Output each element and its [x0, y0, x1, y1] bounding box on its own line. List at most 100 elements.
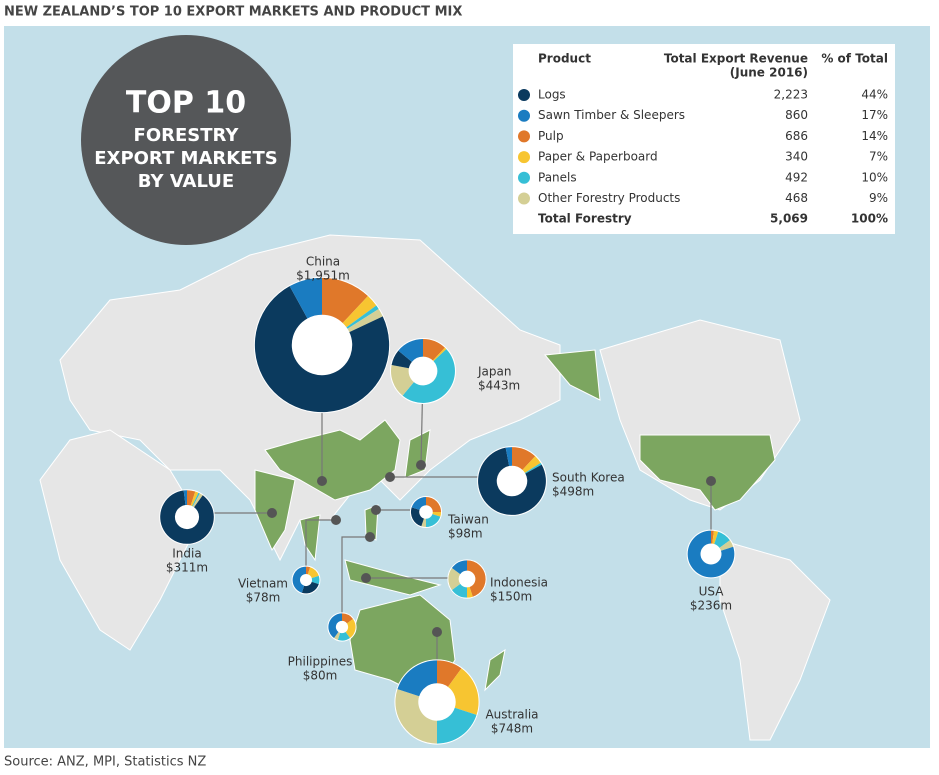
connector — [341, 536, 370, 627]
badge-line: EXPORT MARKETS — [94, 148, 277, 169]
donut-segment — [397, 660, 437, 697]
donut-segment — [712, 530, 719, 545]
share: 10% — [861, 170, 888, 184]
connector-dot — [371, 505, 381, 515]
donut-segment — [687, 530, 735, 578]
total-share: 100% — [851, 212, 888, 226]
market-name: Japan — [477, 365, 511, 379]
revenue: 492 — [785, 170, 808, 184]
connector-dot — [706, 476, 716, 486]
revenue: 686 — [785, 129, 808, 143]
donut-segment — [411, 496, 426, 510]
revenue: 340 — [785, 150, 808, 164]
markets-land — [254, 349, 776, 701]
connector — [305, 519, 336, 580]
market-value: $78m — [246, 591, 281, 605]
donut-segment — [432, 512, 442, 517]
market-value: $498m — [552, 485, 594, 499]
donut-segment — [505, 447, 512, 467]
donut-segment — [254, 286, 390, 413]
donut-segment — [328, 613, 342, 638]
donut-segment — [292, 566, 306, 593]
market-name: Australia — [485, 708, 538, 722]
share: 9% — [869, 191, 888, 205]
donut-segment — [426, 496, 442, 512]
donut-segment — [334, 631, 341, 640]
market-value: $150m — [490, 590, 532, 604]
donut-segment — [451, 583, 467, 598]
product: Paper & Paperboard — [538, 150, 658, 164]
legend-swatch — [518, 130, 530, 143]
donut-segment — [311, 575, 320, 585]
market-name: Philippines — [288, 655, 353, 669]
donut-segment — [467, 560, 486, 597]
donut-segment — [395, 689, 437, 744]
market-value: $98m — [448, 527, 483, 541]
donut-segment — [307, 567, 319, 579]
donut-segment — [345, 619, 356, 638]
market-value: $311m — [166, 561, 208, 575]
donut-segment — [346, 305, 379, 329]
donut-segment — [437, 707, 477, 744]
donut-segment — [437, 660, 462, 687]
market-name: USA — [699, 585, 725, 599]
donut-segment — [432, 347, 447, 362]
donut-segment — [524, 462, 542, 474]
donut-segment — [421, 518, 426, 528]
donut-segment — [711, 530, 714, 544]
donut-segment — [301, 581, 319, 594]
market-name: China — [306, 255, 340, 269]
connector-dot — [331, 515, 341, 525]
table-header: Total Export Revenue — [664, 52, 808, 66]
market-value: $443m — [478, 379, 520, 393]
donuts: China$1,951m Japan$443m South Korea$498m Ta… — [159, 255, 736, 745]
title: NEW ZEALAND’S TOP 10 EXPORT MARKETS AND … — [4, 5, 462, 20]
donut-segment — [192, 493, 203, 508]
market-name: Vietnam — [238, 577, 288, 591]
donut-segment — [322, 277, 368, 323]
share: 7% — [869, 150, 888, 164]
connector-dot — [385, 472, 395, 482]
market-name: India — [172, 547, 201, 561]
donut-segment — [160, 490, 214, 544]
badge-line: TOP 10 — [126, 86, 246, 121]
connector-dot — [267, 508, 277, 518]
badge — [81, 35, 291, 245]
product: Panels — [538, 170, 577, 184]
total-revenue: 5,069 — [770, 212, 808, 226]
donut-segment — [183, 490, 187, 506]
donut-segment — [719, 540, 734, 551]
connector-dot — [432, 627, 442, 637]
donut-segment — [522, 456, 541, 473]
donut-segment — [192, 492, 200, 507]
product: Sawn Timber & Sleepers — [538, 108, 685, 122]
product: Logs — [538, 88, 566, 102]
market-name: Taiwan — [447, 513, 489, 527]
revenue: 468 — [785, 191, 808, 205]
donut-segment — [306, 566, 311, 575]
donut-segment — [402, 349, 455, 403]
table-rows: Logs 2,223 44% Sawn Timber & Sleepers 860 17%… — [518, 88, 888, 226]
legend-swatch — [518, 89, 530, 101]
donut-segment — [423, 339, 445, 361]
donut-segment — [337, 631, 350, 641]
market-value: $80m — [303, 669, 338, 683]
market-value: $236m — [690, 599, 732, 613]
share: 14% — [861, 129, 888, 143]
revenue: 2,223 — [774, 88, 808, 102]
legend-swatch — [518, 151, 530, 164]
connector-dot — [317, 476, 327, 486]
revenue: 860 — [785, 108, 808, 122]
connector-dot — [365, 532, 375, 542]
donut-segment — [391, 365, 414, 396]
table-header: % of Total — [821, 52, 888, 66]
legend-swatch — [518, 171, 530, 184]
donut-segment — [512, 447, 536, 470]
badge-text: TOP 10 FORESTRY EXPORT MARKETS BY VALUE — [94, 86, 277, 193]
market-value: $1,951m — [296, 269, 350, 283]
donut-segment — [342, 613, 353, 624]
connector-dot — [416, 460, 426, 470]
donut-segment — [714, 531, 730, 548]
